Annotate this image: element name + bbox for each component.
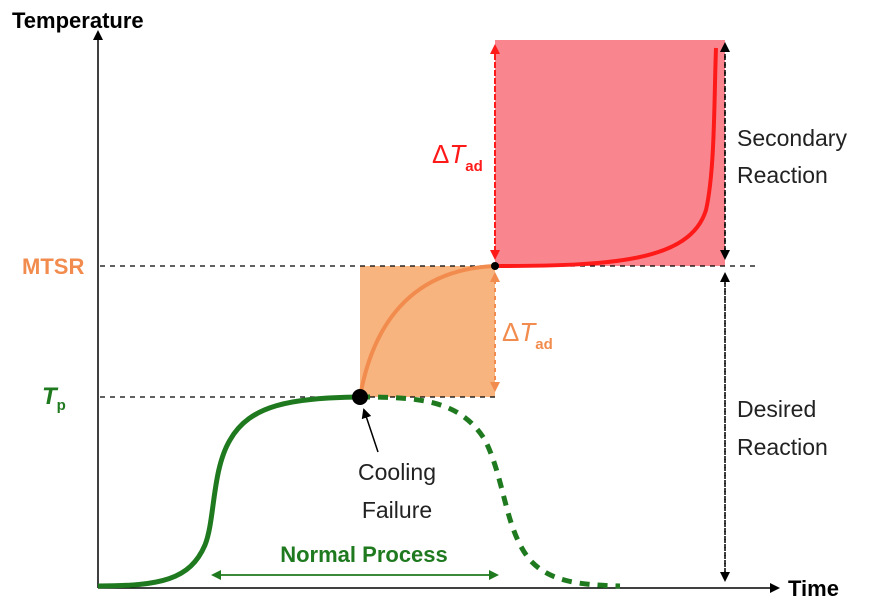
red-delta-symbol: Δ <box>432 139 449 169</box>
adiabatic-rise-curve <box>358 264 496 398</box>
orange-delta-sub: ad <box>535 336 553 353</box>
mtsr-point <box>491 262 499 270</box>
secondary-reaction-curve <box>494 47 718 268</box>
cooling-failure-pointer <box>361 408 379 453</box>
mtsr-label: MTSR <box>22 254 84 279</box>
y-axis-label: Temperature <box>12 8 144 33</box>
orange-delta-var: T <box>519 317 537 347</box>
tp-label-main: T <box>42 383 59 410</box>
orange-delta-symbol: Δ <box>502 317 519 347</box>
secondary-reaction-line2: Reaction <box>737 162 828 188</box>
cooling-failure-line2: Failure <box>362 497 432 523</box>
tp-label-sub: p <box>57 397 66 414</box>
red-delta-label: ΔTad <box>432 139 483 175</box>
cooling-failure-point <box>352 389 368 405</box>
secondary-reaction-line1: Secondary <box>737 125 847 151</box>
normal-process-dashed-curve <box>359 394 621 589</box>
desired-reaction-line1: Desired <box>737 396 816 422</box>
x-axis-label: Time <box>788 576 839 601</box>
red-region <box>495 40 725 266</box>
desired-reaction-line2: Reaction <box>737 434 828 460</box>
red-delta-var: T <box>449 139 467 169</box>
cooling-failure-line1: Cooling <box>358 459 436 485</box>
normal-process-curve <box>97 394 361 589</box>
tp-label: Tp <box>42 383 66 414</box>
orange-delta-label: ΔTad <box>502 317 553 353</box>
normal-process-label: Normal Process <box>280 542 448 567</box>
red-delta-sub: ad <box>465 158 483 175</box>
